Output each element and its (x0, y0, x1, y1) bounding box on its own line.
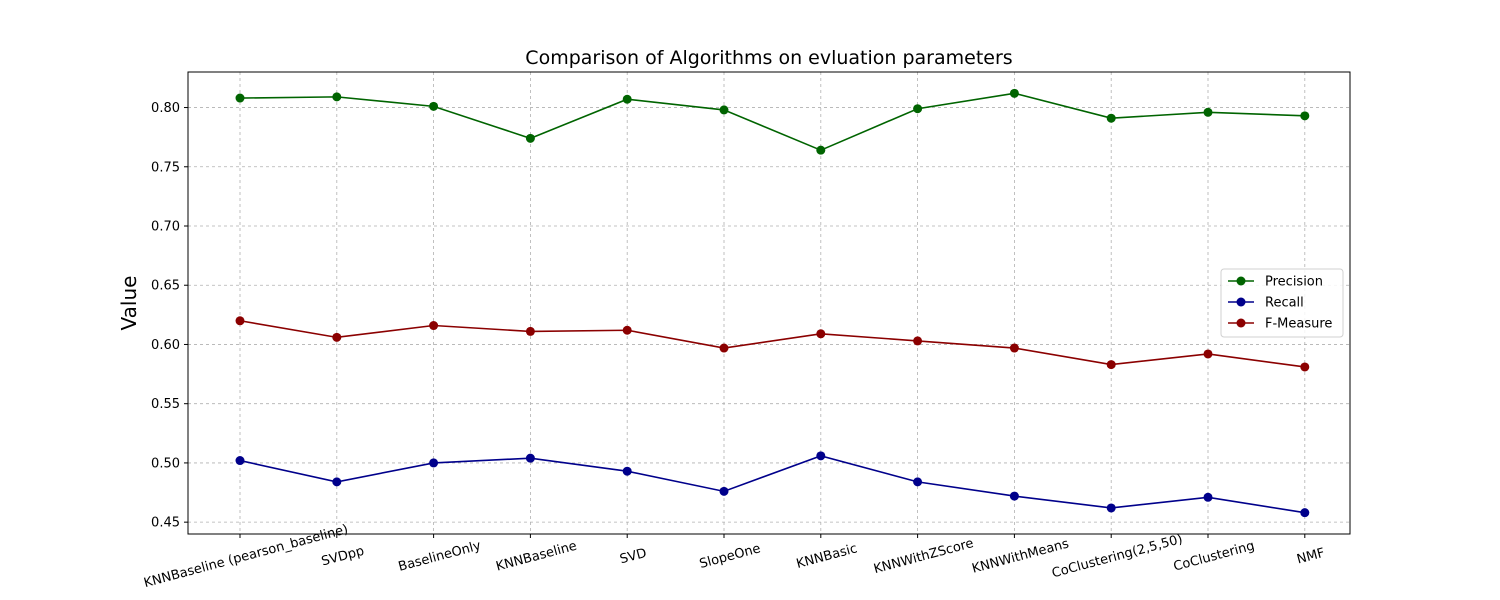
legend-label: Recall (1265, 296, 1304, 311)
data-point (1203, 349, 1213, 359)
data-point (1009, 491, 1019, 501)
data-point (429, 101, 439, 111)
data-point (816, 329, 826, 339)
data-point (816, 451, 826, 461)
axes: 0.450.500.550.600.650.700.750.80KNNBasel… (142, 71, 1351, 591)
data-point (622, 325, 632, 335)
y-tick-label: 0.80 (151, 101, 180, 116)
x-tick-label: SVD (618, 546, 648, 568)
legend-marker (1236, 297, 1246, 307)
data-point (1300, 111, 1310, 121)
data-point (525, 133, 535, 143)
x-tick-label: NMF (1295, 546, 1326, 568)
data-point (235, 93, 245, 103)
data-point (1300, 508, 1310, 518)
data-point (332, 92, 342, 102)
legend-box (1220, 268, 1344, 338)
data-point (429, 321, 439, 331)
data-point (1203, 492, 1213, 502)
data-point (913, 336, 923, 346)
data-point (1203, 107, 1213, 117)
data-point (816, 145, 826, 155)
y-tick-label: 0.50 (151, 456, 180, 471)
data-point (525, 326, 535, 336)
y-tick-label: 0.45 (151, 516, 180, 531)
data-series (235, 88, 1310, 518)
y-tick-label: 0.75 (151, 160, 180, 175)
y-tick-label: 0.55 (151, 397, 180, 412)
data-point (719, 343, 729, 353)
y-tick-label: 0.65 (151, 279, 180, 294)
data-point (429, 458, 439, 468)
series-line (239, 92, 1305, 152)
chart-title: Comparison of Algorithms on evluation pa… (525, 47, 1012, 69)
data-point (1106, 360, 1116, 370)
data-point (1009, 343, 1019, 353)
data-point (719, 105, 729, 115)
data-point (332, 477, 342, 487)
data-point (332, 332, 342, 342)
legend-marker (1236, 318, 1246, 328)
series-line (239, 319, 1305, 368)
data-point (913, 477, 923, 487)
plot-frame (187, 71, 1351, 535)
data-point (235, 456, 245, 466)
data-point (622, 94, 632, 104)
y-tick-label: 0.60 (151, 338, 180, 353)
legend-label: F-Measure (1265, 317, 1332, 332)
data-point (235, 316, 245, 326)
legend-marker (1236, 276, 1246, 286)
legend: Precision Recall F-Measure (1220, 268, 1344, 338)
data-point (525, 453, 535, 463)
legend-label: Precision (1265, 275, 1323, 290)
series-line (239, 454, 1305, 514)
y-tick-label: 0.70 (151, 220, 180, 235)
data-point (1009, 88, 1019, 98)
data-point (719, 486, 729, 496)
data-point (1106, 113, 1116, 123)
y-axis-label: Value (117, 276, 141, 331)
data-point (1106, 503, 1116, 513)
data-point (622, 466, 632, 476)
data-point (1300, 362, 1310, 372)
data-point (913, 104, 923, 114)
